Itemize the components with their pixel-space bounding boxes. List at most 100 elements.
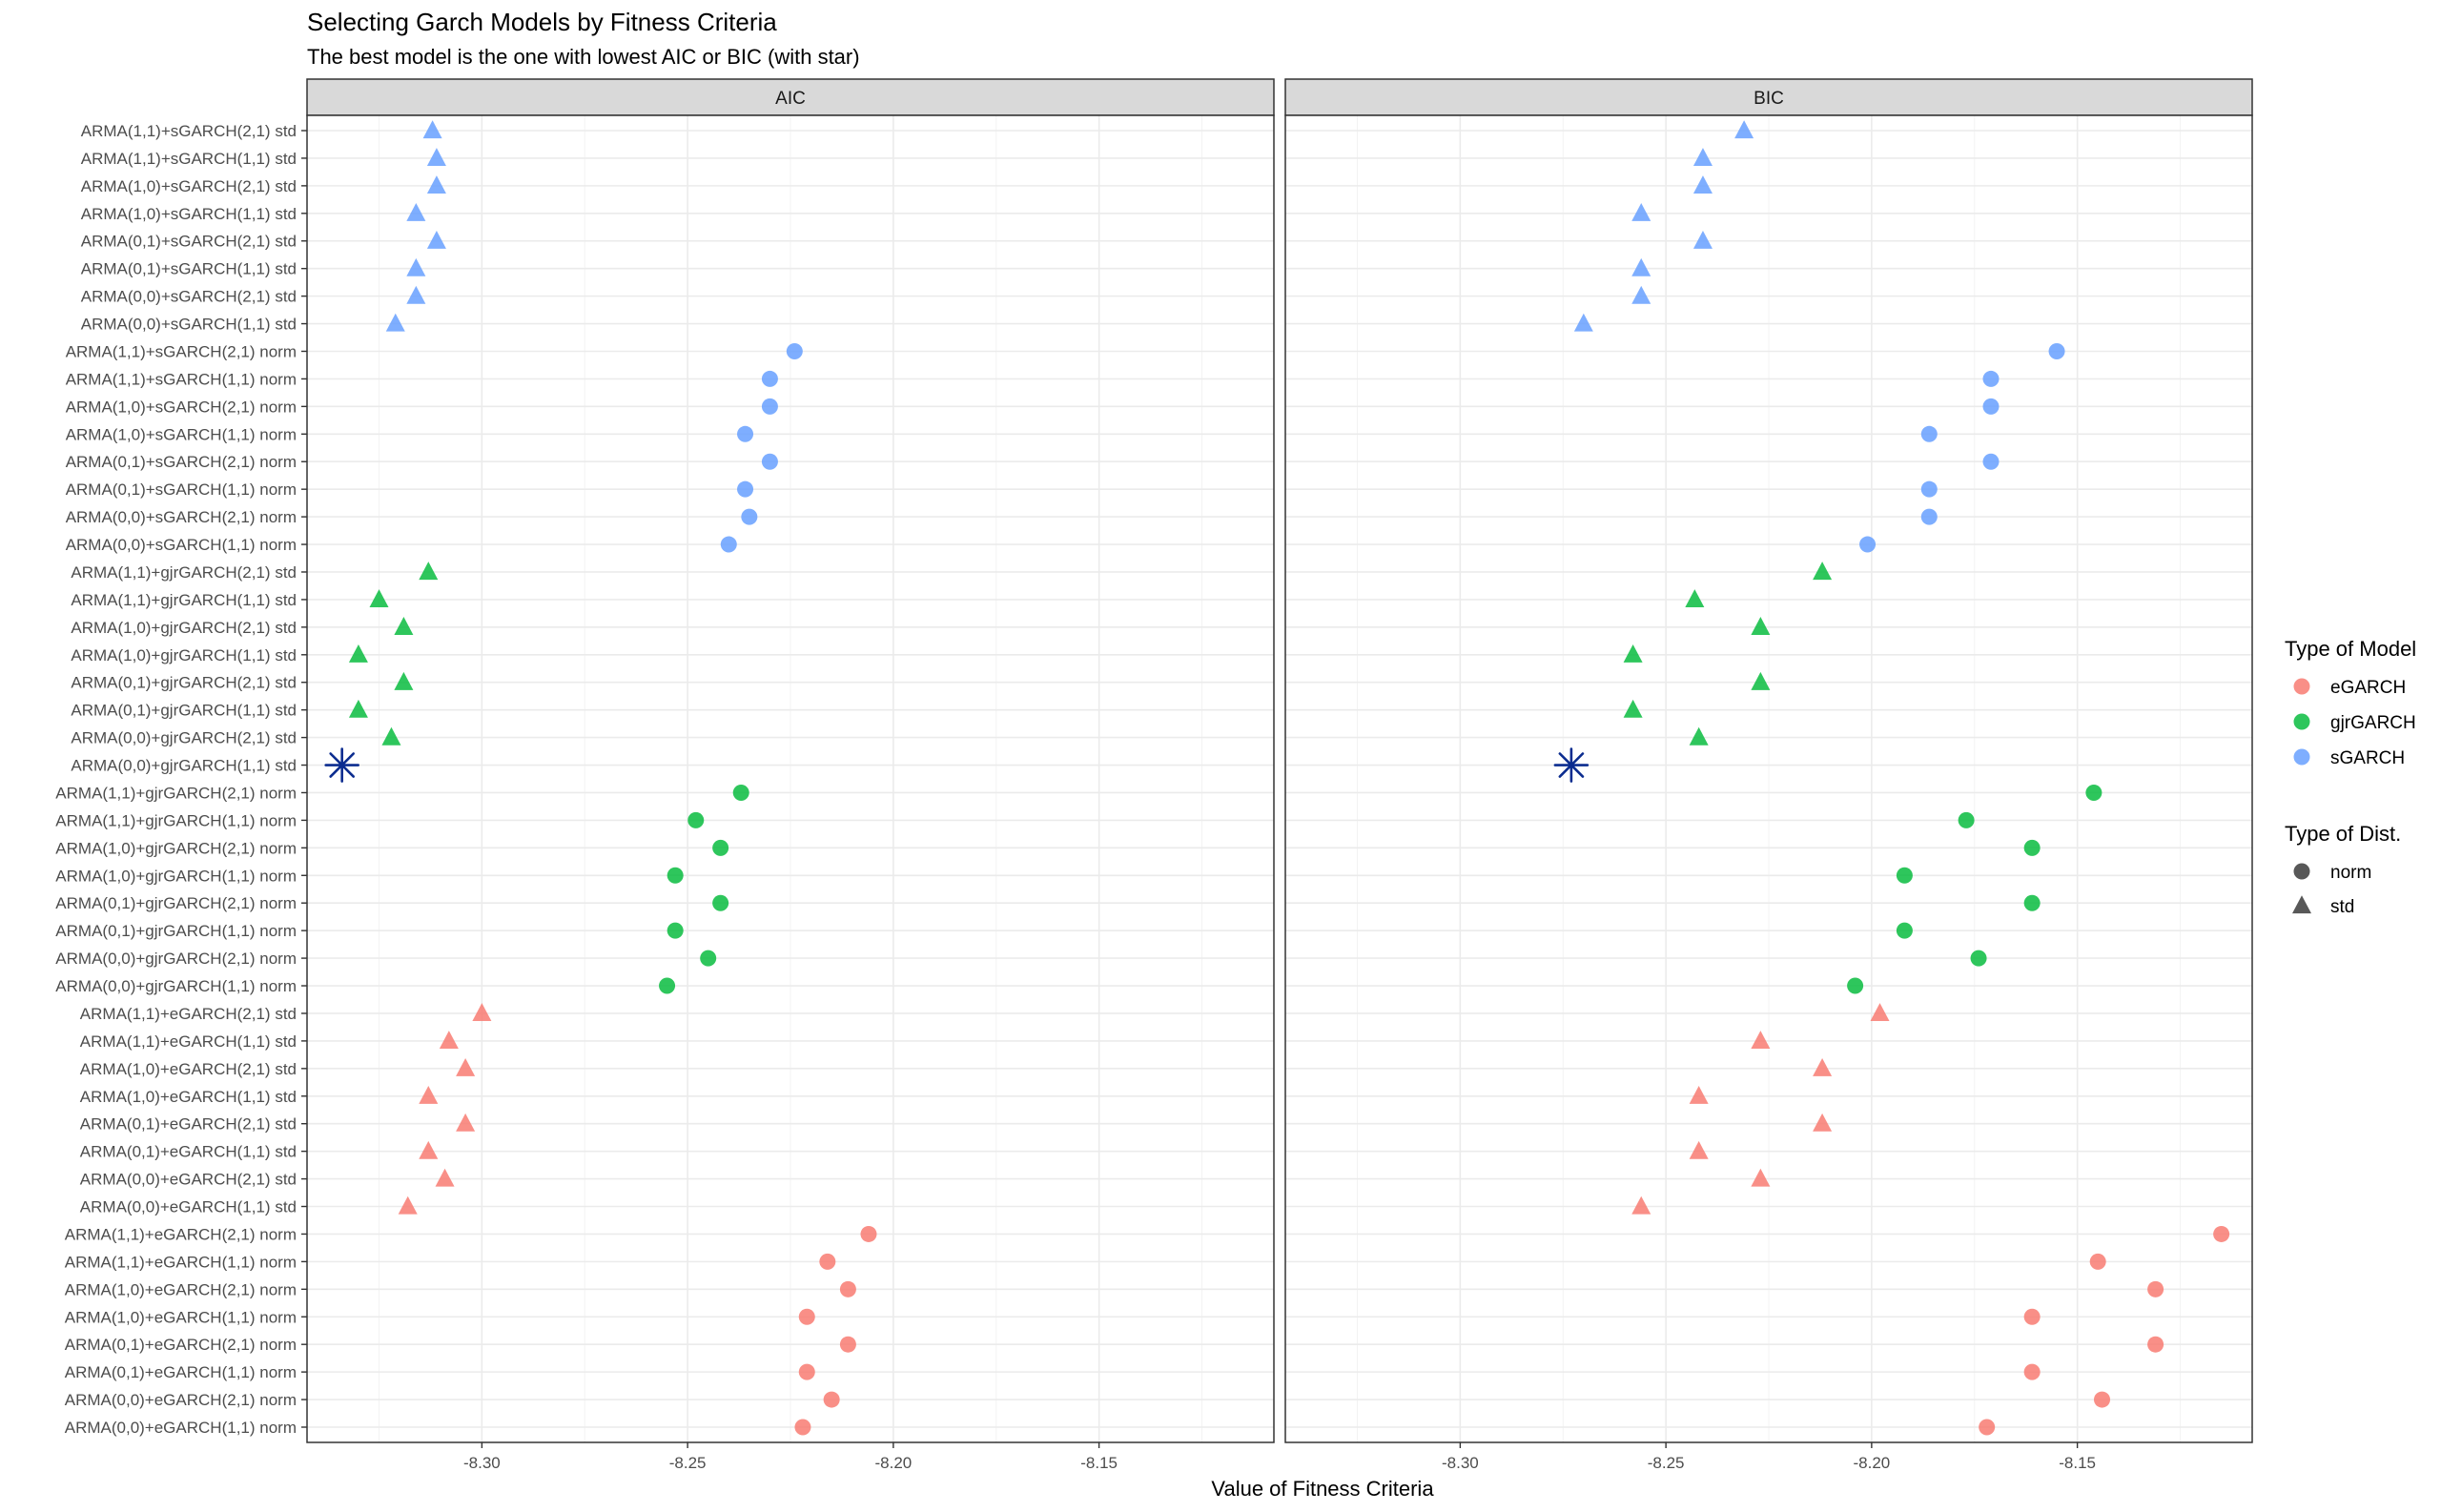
- data-point-egarch-norm: [2147, 1280, 2164, 1297]
- data-point-gjrgarch-std: [1751, 617, 1771, 635]
- y-tick-label: ARMA(0,1)+eGARCH(1,1) std: [80, 1143, 297, 1161]
- y-tick-label: ARMA(0,1)+sGARCH(2,1) norm: [66, 453, 297, 471]
- data-point-gjrgarch-norm: [712, 894, 729, 911]
- data-point-sgarch-norm: [786, 342, 803, 359]
- y-tick-label: ARMA(1,1)+gjrGARCH(2,1) norm: [55, 784, 297, 802]
- x-tick-label: -8.15: [1080, 1454, 1118, 1472]
- data-point-gjrgarch-std: [419, 562, 439, 581]
- y-tick-label: ARMA(1,0)+sGARCH(1,1) norm: [66, 425, 297, 443]
- y-tick-label: ARMA(1,0)+sGARCH(2,1) norm: [66, 398, 297, 416]
- data-point-sgarch-norm: [761, 370, 778, 387]
- y-tick-label: ARMA(1,1)+sGARCH(1,1) std: [81, 150, 297, 168]
- data-point-gjrgarch-std: [1685, 589, 1705, 608]
- data-point-sgarch-std: [406, 257, 426, 276]
- y-tick-label: ARMA(1,1)+sGARCH(2,1) norm: [66, 342, 297, 360]
- data-point-egarch-norm: [2089, 1253, 2106, 1270]
- y-tick-label: ARMA(1,0)+eGARCH(1,1) std: [80, 1088, 297, 1106]
- data-point-egarch-std: [1870, 1003, 1890, 1022]
- y-tick-label: ARMA(0,1)+sGARCH(2,1) std: [81, 233, 297, 251]
- y-tick-label: ARMA(0,1)+eGARCH(2,1) norm: [65, 1336, 297, 1354]
- data-point-egarch-norm: [2023, 1308, 2041, 1325]
- data-point-egarch-std: [419, 1140, 439, 1159]
- y-tick-label: ARMA(1,1)+sGARCH(2,1) std: [81, 122, 297, 140]
- points: [1553, 120, 2230, 1436]
- data-point-sgarch-std: [426, 148, 446, 167]
- data-point-sgarch-norm: [720, 536, 737, 553]
- data-point-gjrgarch-norm: [687, 811, 705, 828]
- y-tick-label: ARMA(0,1)+gjrGARCH(2,1) std: [71, 674, 297, 692]
- data-point-egarch-norm: [860, 1225, 877, 1242]
- points: [324, 120, 877, 1436]
- x-tick-label: -8.20: [1853, 1454, 1890, 1472]
- data-point-egarch-norm: [2213, 1225, 2230, 1242]
- y-tick-label: ARMA(0,1)+sGARCH(1,1) norm: [66, 480, 297, 499]
- y-tick-label: ARMA(0,0)+eGARCH(1,1) norm: [65, 1419, 297, 1437]
- data-point-sgarch-norm: [761, 398, 778, 415]
- legend: Type of Model eGARCH gjrGARCH sGARCH Type of…: [2285, 637, 2416, 917]
- y-tick-label: ARMA(1,1)+eGARCH(1,1) norm: [65, 1253, 297, 1271]
- data-point-egarch-norm: [794, 1419, 811, 1436]
- legend-key-egarch: [2293, 678, 2310, 695]
- data-point-egarch-std: [1751, 1031, 1771, 1049]
- data-point-egarch-norm: [2147, 1336, 2164, 1353]
- data-point-egarch-norm: [839, 1280, 856, 1297]
- data-point-gjrgarch-std: [1623, 644, 1643, 663]
- data-point-egarch-norm: [1979, 1419, 1996, 1436]
- data-point-gjrgarch-std: [1623, 699, 1643, 718]
- data-point-sgarch-norm: [1920, 425, 1938, 442]
- x-axis-title: Value of Fitness Criteria: [1211, 1477, 1434, 1501]
- legend-title-dist: Type of Dist.: [2285, 822, 2401, 846]
- facet-strip: [306, 78, 1275, 116]
- y-tick-label: ARMA(1,1)+eGARCH(2,1) std: [80, 1005, 297, 1023]
- data-point-gjrgarch-norm: [2023, 839, 2041, 856]
- data-point-gjrgarch-norm: [659, 977, 676, 994]
- data-point-gjrgarch-norm: [2023, 894, 2041, 911]
- data-point-gjrgarch-norm: [1958, 811, 1975, 828]
- y-tick-label: ARMA(0,0)+gjrGARCH(1,1) norm: [55, 977, 297, 995]
- y-tick-label: ARMA(0,1)+eGARCH(2,1) std: [80, 1115, 297, 1134]
- legend-title-model: Type of Model: [2285, 637, 2416, 661]
- data-point-egarch-std: [1689, 1085, 1709, 1104]
- data-point-sgarch-norm: [1982, 370, 2000, 387]
- y-tick-label: ARMA(0,1)+gjrGARCH(2,1) norm: [55, 894, 297, 912]
- data-point-egarch-std: [1813, 1113, 1833, 1132]
- data-point-gjrgarch-norm: [712, 839, 729, 856]
- data-point-egarch-norm: [2094, 1391, 2111, 1408]
- data-point-sgarch-std: [1692, 230, 1713, 249]
- y-tick-label: ARMA(1,1)+eGARCH(2,1) norm: [65, 1225, 297, 1243]
- y-tick-label: ARMA(1,1)+gjrGARCH(1,1) std: [71, 591, 297, 609]
- y-tick-label: ARMA(0,0)+sGARCH(2,1) norm: [66, 508, 297, 526]
- y-tick-label: ARMA(0,1)+gjrGARCH(1,1) norm: [55, 922, 297, 940]
- y-tick-label: ARMA(0,0)+gjrGARCH(2,1) norm: [55, 950, 297, 968]
- legend-label: norm: [2330, 863, 2371, 883]
- data-point-egarch-std: [1813, 1058, 1833, 1076]
- y-tick-label: ARMA(1,0)+eGARCH(1,1) norm: [65, 1308, 297, 1326]
- data-point-gjrgarch-norm: [667, 867, 684, 884]
- data-point-gjrgarch-std: [348, 644, 368, 663]
- y-tick-label: ARMA(1,0)+sGARCH(1,1) std: [81, 205, 297, 223]
- y-tick-label: ARMA(1,0)+gjrGARCH(1,1) std: [71, 646, 297, 664]
- data-point-sgarch-std: [1631, 285, 1651, 304]
- data-point-egarch-std: [398, 1195, 418, 1215]
- y-tick-label: ARMA(0,0)+gjrGARCH(1,1) std: [71, 757, 297, 775]
- panel-aic: AIC -8.30 -8.25 -8.20 -8.15: [306, 78, 1275, 1472]
- y-tick-label: ARMA(0,0)+sGARCH(2,1) std: [81, 288, 297, 306]
- data-point-egarch-norm: [823, 1391, 840, 1408]
- y-tick-label: ARMA(1,0)+gjrGARCH(1,1) norm: [55, 867, 297, 885]
- data-point-sgarch-std: [385, 313, 405, 332]
- y-axis-labels: ARMA(1,1)+sGARCH(2,1) std ARMA(1,1)+sGARC…: [55, 122, 307, 1437]
- data-point-egarch-std: [1631, 1195, 1651, 1215]
- y-tick-label: ARMA(1,1)+gjrGARCH(2,1) std: [71, 563, 297, 582]
- data-point-gjrgarch-std: [348, 699, 368, 718]
- data-point-egarch-std: [435, 1168, 455, 1187]
- data-point-egarch-norm: [798, 1363, 815, 1380]
- y-tick-label: ARMA(1,0)+eGARCH(2,1) std: [80, 1060, 297, 1078]
- data-point-egarch-std: [472, 1003, 492, 1022]
- y-tick-label: ARMA(0,1)+eGARCH(1,1) norm: [65, 1363, 297, 1381]
- data-point-gjrgarch-std: [369, 589, 389, 608]
- data-point-sgarch-std: [426, 230, 446, 249]
- y-tick-label: ARMA(0,1)+sGARCH(1,1) std: [81, 260, 297, 278]
- data-point-gjrgarch-norm: [667, 922, 684, 939]
- data-point-sgarch-norm: [1982, 453, 2000, 470]
- data-point-sgarch-std: [406, 285, 426, 304]
